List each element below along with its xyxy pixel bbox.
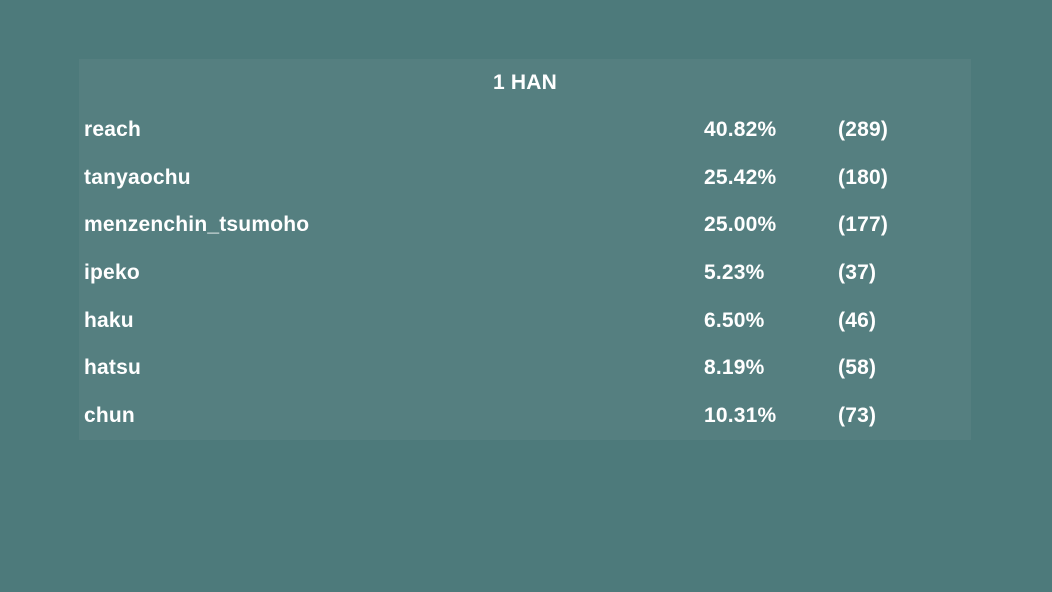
stats-list: reach 40.82% (289) tanyaochu 25.42% (180…	[79, 118, 971, 452]
stat-percent: 8.19%	[704, 356, 765, 380]
stat-count: (177)	[838, 213, 889, 237]
stat-percent: 10.31%	[704, 404, 777, 428]
stat-percent: 5.23%	[704, 261, 765, 285]
stat-row-tanyaochu: tanyaochu 25.42% (180)	[79, 166, 971, 214]
stat-row-haku: haku 6.50% (46)	[79, 309, 971, 357]
stats-panel: 1 HAN reach 40.82% (289) tanyaochu 25.42…	[79, 59, 971, 440]
stat-percent: 25.00%	[704, 213, 777, 237]
stat-name: ipeko	[84, 261, 140, 285]
stat-count: (289)	[838, 118, 889, 141]
stat-row-chun: chun 10.31% (73)	[79, 404, 971, 452]
stat-name: tanyaochu	[84, 165, 191, 189]
stat-count: (180)	[838, 165, 889, 189]
stat-row-ipeko: ipeko 5.23% (37)	[79, 261, 971, 309]
stat-row-menzenchin-tsumoho: menzenchin_tsumoho 25.00% (177)	[79, 213, 971, 261]
stat-row-reach: reach 40.82% (289)	[79, 118, 971, 166]
stat-percent: 40.82%	[704, 118, 777, 141]
stat-percent: 25.42%	[704, 165, 777, 189]
stat-count: (37)	[838, 261, 877, 285]
stat-name: hatsu	[84, 356, 142, 380]
stat-name: menzenchin_tsumoho	[84, 213, 310, 237]
stat-count: (46)	[838, 308, 877, 332]
stat-count: (73)	[838, 404, 877, 428]
stat-name: haku	[84, 308, 134, 332]
stat-name: reach	[84, 118, 142, 141]
stat-count: (58)	[838, 356, 877, 380]
stat-row-hatsu: hatsu 8.19% (58)	[79, 356, 971, 404]
stat-percent: 6.50%	[704, 308, 765, 332]
stat-name: chun	[84, 404, 135, 428]
panel-title: 1 HAN	[492, 71, 557, 94]
